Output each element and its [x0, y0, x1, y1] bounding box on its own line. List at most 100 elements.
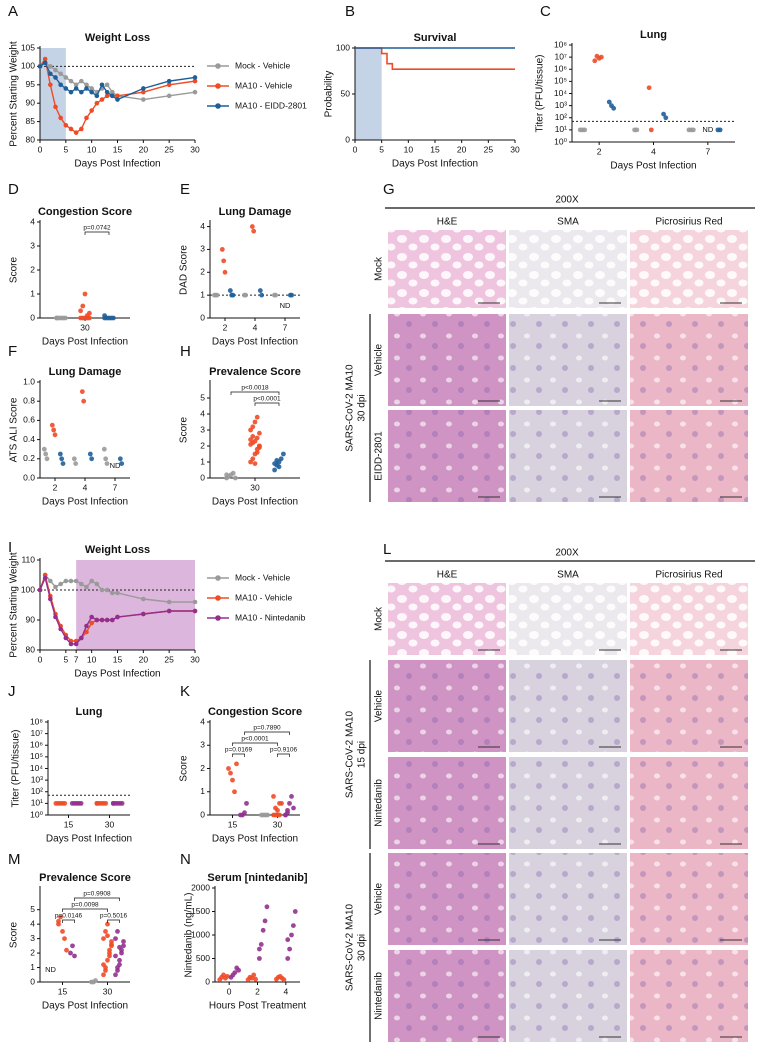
significance-bracket — [244, 731, 290, 735]
data-point — [257, 430, 262, 436]
tissue-texture — [630, 660, 748, 752]
data-point — [79, 78, 84, 84]
x-tick-label: 15 — [64, 819, 74, 829]
data-point — [63, 578, 69, 584]
data-point — [250, 424, 256, 430]
legend-marker — [215, 63, 221, 69]
panel-letter: F — [8, 343, 17, 360]
data-point — [84, 82, 89, 88]
column-header: H&E — [437, 570, 458, 581]
y-tick-label: 10⁰ — [554, 136, 567, 146]
group-label: SARS-CoV-2 MA10 — [345, 903, 356, 991]
x-tick-label: 4 — [283, 986, 288, 996]
data-point — [113, 953, 118, 959]
y-tick-label: 10⁵ — [30, 751, 43, 761]
y-tick-label: 10⁴ — [554, 88, 567, 98]
data-point — [42, 60, 48, 66]
group-label: SARS-CoV-2 MA10 — [345, 364, 356, 452]
y-tick-label: 0.6 — [23, 415, 35, 425]
data-point — [289, 794, 294, 799]
data-point — [49, 422, 55, 428]
data-point — [110, 800, 116, 806]
panel-letter: A — [8, 3, 18, 20]
data-point — [276, 464, 282, 470]
data-point — [68, 89, 74, 95]
data-point — [259, 292, 265, 298]
p-value: p<0.0001 — [241, 736, 269, 743]
not-detected: ND — [702, 125, 713, 134]
y-tick-label: 0.2 — [23, 453, 35, 463]
data-point — [254, 435, 260, 441]
data-point — [79, 581, 84, 587]
data-point — [113, 936, 118, 942]
x-tick-label: 30 — [510, 144, 520, 154]
chart-title: Lung — [76, 706, 103, 718]
panel: D Congestion Score 0 1 2 3 4 Score Days Post Inf… — [8, 181, 132, 348]
data-point — [119, 461, 125, 466]
data-point — [37, 64, 43, 69]
p-value: p=0.0146 — [55, 913, 83, 920]
x-tick-label: 0 — [38, 654, 43, 664]
x-tick-label: 2 — [597, 146, 602, 156]
x-tick-label: 30 — [273, 819, 283, 829]
x-axis-label: Days Post Infection — [46, 834, 132, 845]
y-tick-label: 100 — [336, 42, 350, 52]
legend-marker — [215, 615, 221, 621]
data-point — [87, 451, 93, 457]
data-point — [63, 75, 69, 80]
y-tick-label: 10³ — [31, 774, 43, 784]
row-label: Vehicle — [374, 689, 385, 722]
data-point — [99, 97, 105, 102]
legend-label: Mock - Vehicle — [235, 60, 291, 70]
group-label: 30 dpi — [357, 394, 368, 421]
row-label: Nintedanib — [374, 779, 385, 827]
data-point — [110, 590, 115, 596]
data-point — [582, 127, 588, 133]
data-point — [73, 82, 79, 88]
x-tick-label: 20 — [139, 654, 149, 664]
data-point — [598, 54, 604, 60]
panel: C Lung 10⁰ 10¹ 10² 10³ 10⁴ 10⁵ 10⁶ 10⁷ 10⁸ Titer (P… — [535, 3, 735, 172]
y-tick-label: 1 — [30, 962, 35, 972]
legend-label: MA10 - Vehicle — [235, 80, 292, 90]
x-tick-label: 7 — [705, 146, 710, 156]
data-point — [285, 810, 290, 816]
data-point — [141, 97, 146, 102]
data-point — [58, 115, 63, 121]
data-point — [230, 470, 236, 476]
x-tick-label: 0 — [227, 986, 232, 996]
y-tick-label: 2 — [200, 440, 205, 450]
data-point — [251, 228, 257, 234]
tissue-texture — [509, 410, 627, 502]
data-point — [227, 288, 233, 293]
y-tick-label: 3 — [200, 244, 205, 254]
y-tick-label: 0 — [200, 472, 205, 482]
x-tick-label: 4 — [253, 322, 258, 332]
data-point — [94, 617, 100, 623]
y-axis-label: Score — [9, 257, 20, 284]
tissue-texture — [630, 853, 748, 945]
data-point — [224, 472, 230, 478]
y-tick-label: 10⁴ — [30, 763, 43, 773]
data-point — [79, 89, 84, 95]
panel-letter: B — [345, 3, 355, 20]
x-tick-label: 7 — [283, 322, 288, 332]
data-point — [105, 933, 110, 939]
data-point — [252, 419, 258, 425]
data-point — [277, 812, 282, 818]
x-tick-label: 15 — [430, 144, 440, 154]
data-point — [256, 946, 262, 952]
column-header: H&E — [437, 217, 458, 228]
tissue-texture — [630, 230, 748, 308]
chart-title: Lung Damage — [49, 366, 122, 378]
y-tick-label: 2 — [30, 947, 35, 957]
y-axis-label: Titer (PFU/tissue) — [535, 55, 546, 133]
data-point — [58, 581, 63, 587]
x-tick-label: 7 — [113, 482, 118, 492]
y-tick-label: 500 — [196, 953, 210, 963]
x-tick-label: 0 — [38, 144, 43, 154]
x-tick-label: 10 — [87, 654, 97, 664]
tissue-texture — [388, 314, 506, 406]
y-axis-label: Percent Starting Weight — [9, 41, 20, 147]
